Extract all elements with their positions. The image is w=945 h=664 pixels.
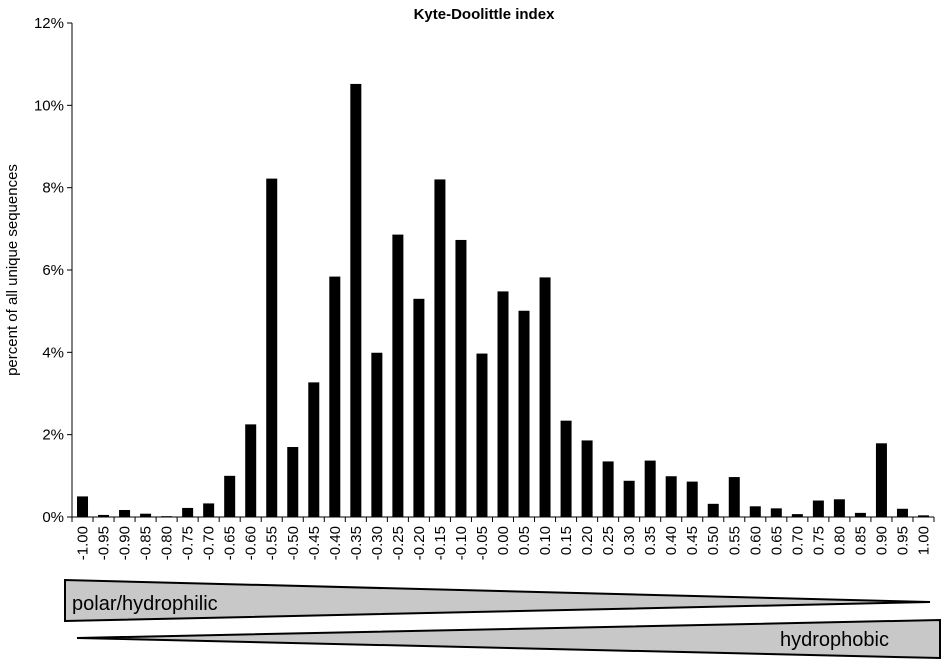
- x-tick-label: -0.40: [327, 526, 344, 560]
- x-tick-label: 0.70: [789, 526, 806, 555]
- x-tick-label: 0.40: [663, 526, 680, 555]
- bar: [245, 424, 257, 517]
- x-axis: -1.00 -0.95 -0.90 -0.85 -0.80 -0.75 -0.70 -0.65…: [71, 516, 935, 560]
- polar-wedge: [64, 578, 931, 623]
- y-axis-label: percent of all unique sequences: [4, 164, 21, 376]
- x-tick-label: 0.25: [600, 526, 617, 555]
- x-tick-label: -0.15: [432, 526, 449, 560]
- bar: [287, 447, 299, 517]
- x-tick-label: -0.30: [369, 526, 386, 560]
- bar: [770, 508, 782, 517]
- bar: [119, 510, 131, 517]
- polarity-scale: polar/hydrophilic hydrophobic: [64, 578, 941, 660]
- bar: [854, 512, 866, 517]
- bar: [875, 443, 887, 517]
- bar: [665, 476, 677, 517]
- bar: [455, 239, 467, 517]
- x-tick-label: -0.35: [348, 526, 365, 560]
- x-tick-label: -0.90: [117, 526, 134, 560]
- bar: [497, 291, 509, 517]
- x-tick-label: 0.15: [558, 526, 575, 555]
- y-tick-label: 2%: [42, 427, 64, 444]
- bar: [581, 440, 593, 517]
- bar: [812, 500, 824, 517]
- x-tick-label: -0.05: [474, 526, 491, 560]
- x-tick-label: -0.70: [201, 526, 218, 560]
- bar: [602, 461, 614, 517]
- x-tick-label: 0.35: [642, 526, 659, 555]
- x-tick-label: 0.10: [537, 526, 554, 555]
- bar: [833, 499, 845, 517]
- bar: [644, 460, 656, 517]
- bar: [392, 234, 404, 517]
- x-tick-label: -0.25: [390, 526, 407, 560]
- bar: [896, 508, 908, 517]
- bar: [350, 83, 362, 517]
- bar: [203, 503, 215, 517]
- x-tick-label: -0.10: [453, 526, 470, 560]
- x-tick-label: -0.95: [96, 526, 113, 560]
- x-tick-label: -0.85: [138, 526, 155, 560]
- y-axis: 0% 2% 4% 6% 8% 10% 12%: [34, 15, 73, 526]
- x-tick-label: 0.90: [873, 526, 890, 555]
- x-tick-label: 0.00: [495, 526, 512, 555]
- bar: [686, 481, 698, 517]
- bar: [791, 514, 803, 517]
- y-tick-label: 4%: [42, 344, 64, 361]
- bar: [329, 276, 341, 517]
- bar: [476, 353, 488, 517]
- bar: [623, 480, 635, 517]
- x-tick-label: -0.55: [264, 526, 281, 560]
- x-tick-label: -0.80: [159, 526, 176, 560]
- x-tick-label: -1.00: [75, 526, 92, 560]
- bar: [413, 298, 425, 517]
- x-tick-label: -0.50: [285, 526, 302, 560]
- x-tick-label: -0.65: [222, 526, 239, 560]
- x-tick-label: 0.75: [810, 526, 827, 555]
- bar: [728, 477, 740, 517]
- x-tick-label: 0.65: [768, 526, 785, 555]
- bar: [308, 382, 320, 517]
- x-tick-label: -0.60: [243, 526, 260, 560]
- x-tick-label: 0.60: [747, 526, 764, 555]
- bar: [707, 503, 719, 517]
- bar: [77, 496, 89, 517]
- x-tick-label: 0.80: [831, 526, 848, 555]
- hydrophobic-wedge: [76, 618, 941, 660]
- bar: [749, 506, 761, 517]
- x-tick-label: 0.85: [852, 526, 869, 555]
- x-tick-label: -0.20: [411, 526, 428, 560]
- x-tick-label: 0.05: [516, 526, 533, 555]
- bar: [224, 475, 236, 517]
- bars: [77, 83, 929, 518]
- y-tick-label: 10%: [34, 97, 64, 114]
- bar: [539, 277, 551, 517]
- bar: [182, 507, 194, 517]
- bar: [434, 179, 446, 517]
- hydrophobic-label: hydrophobic: [780, 629, 889, 651]
- bar: [371, 352, 383, 517]
- bar: [140, 513, 152, 517]
- bar: [560, 420, 572, 517]
- y-tick-label: 6%: [42, 262, 64, 279]
- x-tick-label: -0.45: [306, 526, 323, 560]
- x-tick-label: -0.75: [180, 526, 197, 560]
- x-tick-label: 0.45: [684, 526, 701, 555]
- x-tick-label: 0.30: [621, 526, 638, 555]
- y-tick-label: 8%: [42, 180, 64, 197]
- x-tick-label: 0.50: [705, 526, 722, 555]
- x-tick-label: 0.55: [726, 526, 743, 555]
- y-tick-label: 0%: [42, 509, 64, 526]
- y-tick-label: 12%: [34, 15, 64, 32]
- x-tick-label: 0.95: [894, 526, 911, 555]
- bar: [917, 515, 929, 517]
- x-tick-label: 0.20: [579, 526, 596, 555]
- bar: [518, 310, 530, 517]
- bar: [266, 178, 278, 518]
- polar-label: polar/hydrophilic: [72, 593, 218, 615]
- x-tick-label: 1.00: [915, 526, 932, 555]
- chart-title: Kyte-Doolittle index: [414, 6, 556, 23]
- bar: [98, 514, 110, 517]
